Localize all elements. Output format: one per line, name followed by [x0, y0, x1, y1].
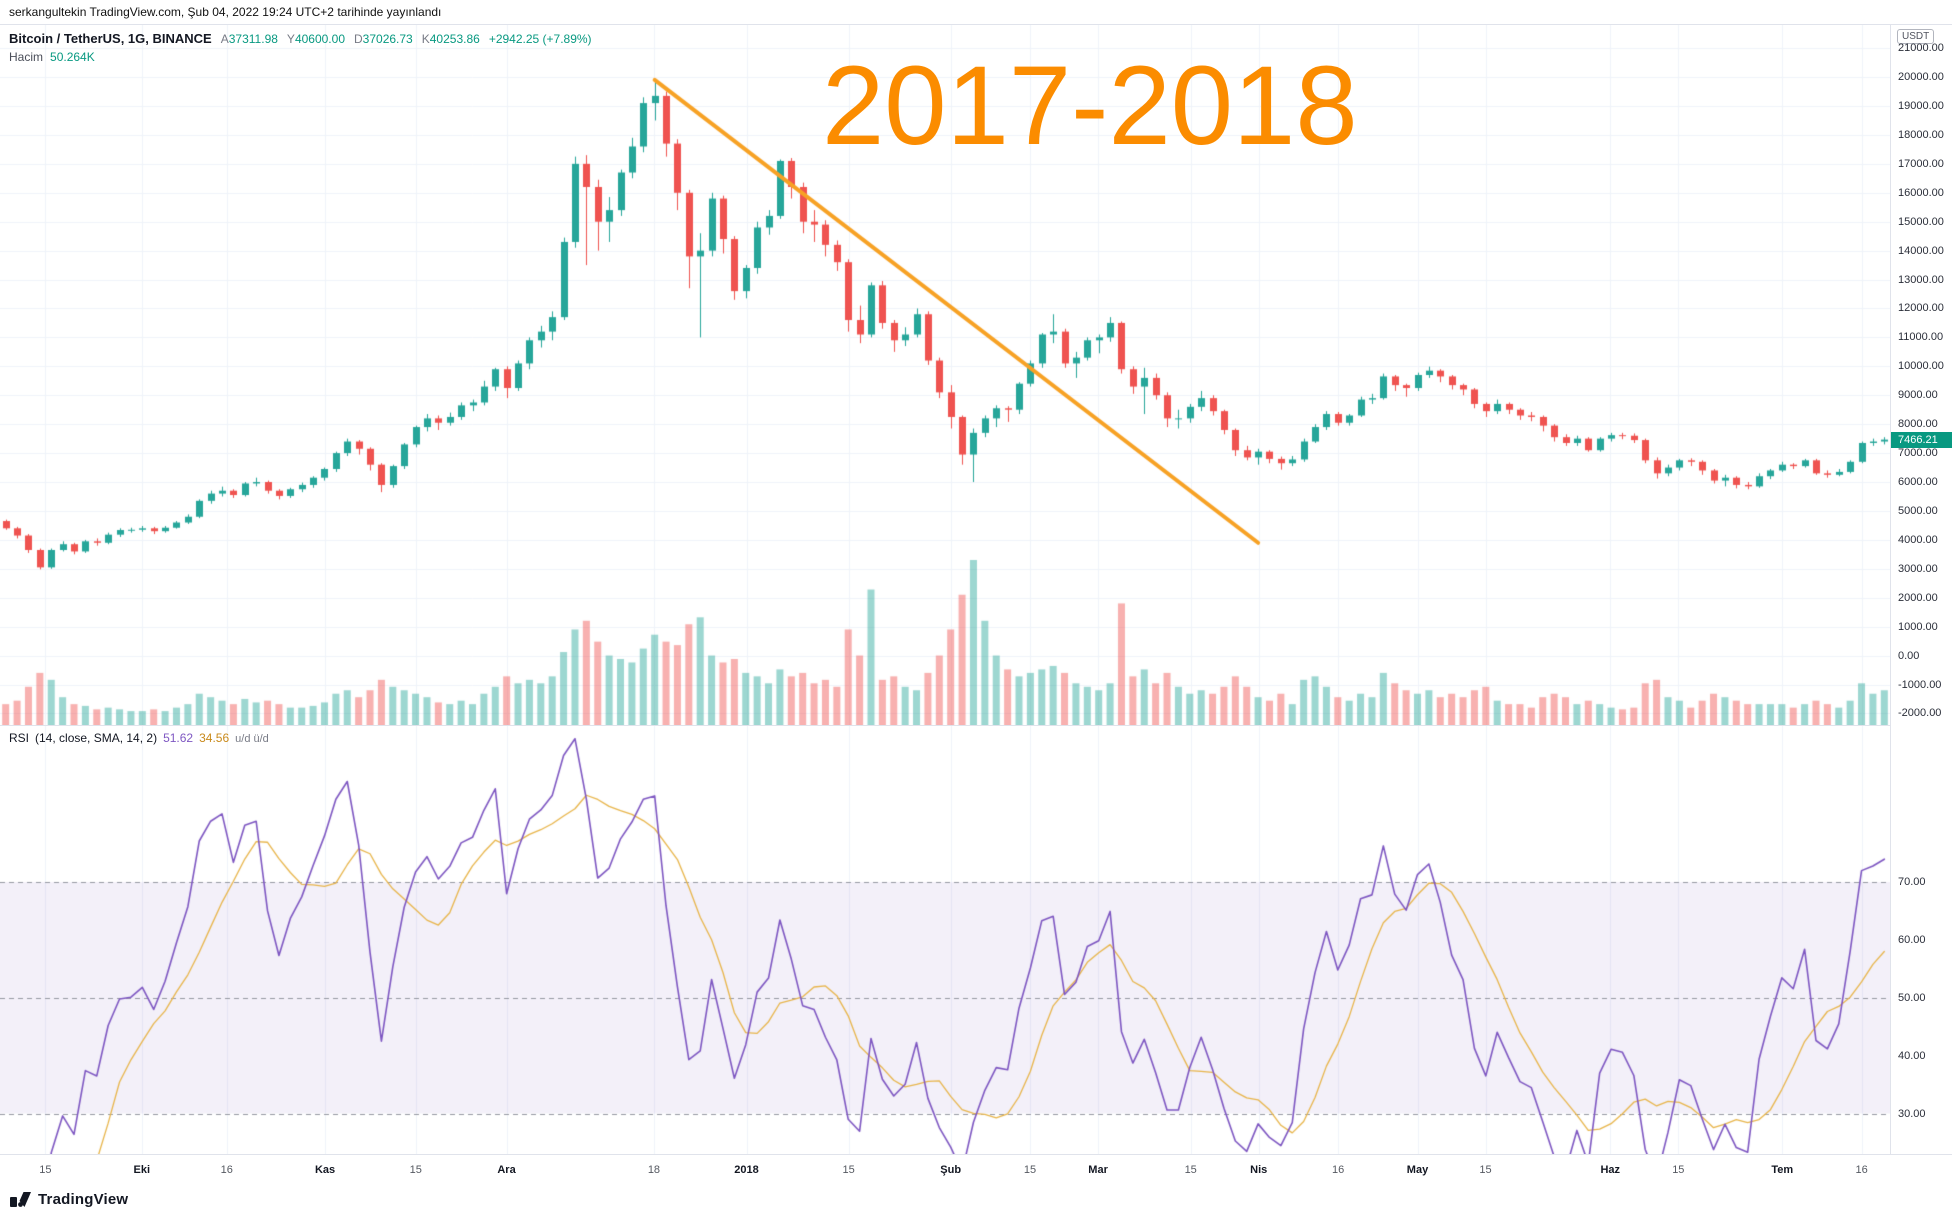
rsi-pane-canvas[interactable]	[0, 726, 1890, 1154]
time-tick-label: 2018	[734, 1164, 759, 1176]
time-tick-label: Haz	[1600, 1164, 1621, 1176]
time-tick-label: Tem	[1771, 1164, 1794, 1176]
ohlc-open: A37311.98	[220, 32, 278, 46]
price-tick-label: 7000.00	[1898, 447, 1938, 460]
time-tick-label: 15	[39, 1164, 52, 1176]
ohlc-high: Y40600.00	[286, 32, 345, 46]
time-tick-label: 15	[842, 1164, 855, 1176]
footer: TradingView	[0, 1185, 1952, 1213]
price-tick-label: 1000.00	[1898, 620, 1938, 633]
rsi-extra-label: u/d ü/d	[235, 733, 269, 745]
time-tick-label: Kas	[314, 1164, 336, 1176]
tradingview-logo-icon[interactable]	[10, 1191, 31, 1207]
price-tick-label: 13000.00	[1898, 273, 1944, 286]
price-tick-label: 11000.00	[1898, 331, 1944, 344]
time-tick-label: Nis	[1250, 1164, 1268, 1176]
price-tick-label: 2000.00	[1898, 591, 1938, 604]
price-tick-label: 19000.00	[1898, 99, 1944, 112]
volume-label: Hacim	[9, 50, 44, 64]
time-tick-label: 15	[409, 1164, 422, 1176]
rsi-tick-label: 40.00	[1898, 1049, 1926, 1062]
time-tick-label: May	[1406, 1164, 1429, 1176]
price-tick-label: 5000.00	[1898, 504, 1938, 517]
chart-annotation-text[interactable]: 2017-2018	[822, 43, 1358, 168]
time-tick-label: 15	[1023, 1164, 1037, 1176]
time-tick-label: 16	[1855, 1164, 1868, 1176]
rsi-tick-label: 50.00	[1898, 991, 1926, 1004]
price-tick-label: 16000.00	[1898, 186, 1944, 199]
price-tick-label: 9000.00	[1898, 389, 1938, 402]
time-tick-label: 15	[1479, 1164, 1492, 1176]
rsi-tick-label: 60.00	[1898, 934, 1926, 946]
tradingview-brand[interactable]: TradingView	[38, 1190, 129, 1208]
rsi-tick-label: 30.00	[1898, 1107, 1926, 1120]
price-tick-label: 12000.00	[1898, 302, 1944, 315]
time-tick-label: Eki	[133, 1164, 151, 1176]
rsi-tick-label: 70.00	[1898, 876, 1926, 889]
rsi-value: 51.62	[163, 731, 194, 745]
time-tick-label: Şub	[940, 1164, 962, 1176]
price-tick-label: 6000.00	[1898, 476, 1938, 489]
price-change: +2942.25 (+7.89%)	[488, 32, 592, 46]
symbol-title: Bitcoin / TetherUS, 1G, BINANCE	[9, 31, 212, 46]
price-tick-label: 21000.00	[1898, 42, 1944, 55]
price-tick-label: 10000.00	[1898, 360, 1944, 373]
volume-value: 50.264K	[50, 50, 95, 64]
time-tick-label: 16	[220, 1164, 233, 1176]
ohlc-low: D37026.73	[354, 32, 413, 46]
publish-info-text: serkangultekin TradingView.com, Şub 04, …	[9, 5, 442, 19]
chart-area: Bitcoin / TetherUS, 1G, BINANCE A37311.9…	[0, 24, 1952, 1186]
time-tick-label: Ara	[497, 1164, 516, 1176]
time-tick-label: 16	[1331, 1164, 1345, 1176]
rsi-title: RSI	[9, 731, 30, 745]
time-axis[interactable]: 15 Eki 16 Kas 15 Ara 18 2018 15 Şub 15 Mar 15 Nis 16 Ma…	[0, 1154, 1952, 1186]
rsi-legend[interactable]: RSI (14, close, SMA, 14, 2) 51.62 34.56 …	[9, 731, 269, 745]
time-tick-label: Mar	[1088, 1164, 1108, 1176]
price-tick-label: 18000.00	[1898, 128, 1944, 141]
rsi-ma-value: 34.56	[199, 731, 230, 745]
symbol-legend[interactable]: Bitcoin / TetherUS, 1G, BINANCE A37311.9…	[9, 31, 592, 46]
price-tick-label: -1000.00	[1898, 678, 1942, 691]
last-price-badge: 7466.21	[1891, 431, 1952, 448]
price-tick-label: 14000.00	[1898, 244, 1944, 257]
price-tick-label: 17000.00	[1898, 157, 1944, 170]
price-tick-label: -2000.00	[1898, 707, 1942, 720]
rsi-params: (14, close, SMA, 14, 2)	[35, 731, 158, 745]
ohlc-close: K40253.86	[421, 32, 480, 46]
time-tick-label: 15	[1184, 1164, 1197, 1176]
price-tick-label: 3000.00	[1898, 562, 1938, 575]
price-axis[interactable]: USDT 21000.00 20000.00 19000.00 18000.00 170…	[1890, 25, 1952, 1154]
price-tick-label: 4000.00	[1898, 533, 1938, 546]
time-tick-label: 18	[647, 1164, 661, 1176]
price-tick-label: 20000.00	[1898, 71, 1944, 84]
pane-divider[interactable]	[0, 725, 1952, 726]
price-tick-label: 8000.00	[1898, 418, 1938, 431]
currency-label[interactable]: USDT	[1897, 29, 1935, 44]
price-tick-label: 0.00	[1898, 649, 1920, 662]
publish-info-bar: serkangultekin TradingView.com, Şub 04, …	[0, 0, 1952, 24]
time-tick-label: 15	[1672, 1164, 1685, 1176]
price-tick-label: 15000.00	[1898, 215, 1944, 228]
volume-legend[interactable]: Hacim 50.264K	[9, 50, 95, 64]
price-pane-canvas[interactable]	[0, 25, 1890, 725]
